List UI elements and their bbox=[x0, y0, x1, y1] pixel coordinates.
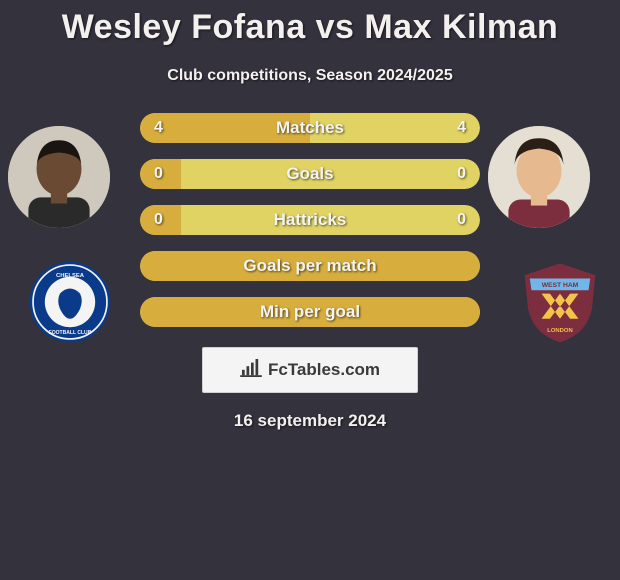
stat-value-right: 4 bbox=[457, 119, 466, 137]
club-crest-left: CHELSEA FOOTBALL CLUB bbox=[28, 260, 112, 344]
stat-row-goals: 0 Goals 0 bbox=[140, 159, 480, 189]
player-photo-right bbox=[488, 126, 590, 228]
stat-label: Matches bbox=[276, 118, 344, 138]
player-photo-left bbox=[8, 126, 110, 228]
stat-label: Goals per match bbox=[243, 256, 376, 276]
svg-text:CHELSEA: CHELSEA bbox=[56, 273, 85, 279]
svg-text:LONDON: LONDON bbox=[547, 328, 572, 334]
svg-text:FOOTBALL CLUB: FOOTBALL CLUB bbox=[49, 330, 92, 336]
stat-row-min-per-goal: Min per goal bbox=[140, 297, 480, 327]
stat-label: Min per goal bbox=[260, 302, 360, 322]
stat-value-right: 0 bbox=[457, 211, 466, 229]
stat-value-right: 0 bbox=[457, 165, 466, 183]
attribution-box: FcTables.com bbox=[202, 347, 418, 393]
stat-row-goals-per-match: Goals per match bbox=[140, 251, 480, 281]
svg-text:WEST HAM: WEST HAM bbox=[542, 282, 579, 289]
date-text: 16 september 2024 bbox=[0, 411, 620, 431]
stat-label: Goals bbox=[286, 164, 333, 184]
stat-row-hattricks: 0 Hattricks 0 bbox=[140, 205, 480, 235]
page-title: Wesley Fofana vs Max Kilman bbox=[0, 0, 620, 47]
stat-value-left: 0 bbox=[154, 165, 163, 183]
stat-value-left: 4 bbox=[154, 119, 163, 137]
stat-row-matches: 4 Matches 4 bbox=[140, 113, 480, 143]
stat-value-left: 0 bbox=[154, 211, 163, 229]
stats-container: 4 Matches 4 0 Goals 0 0 Hattricks 0 Goal… bbox=[140, 113, 480, 327]
chart-icon bbox=[240, 359, 262, 382]
club-crest-right: WEST HAM LONDON bbox=[518, 260, 602, 344]
attribution-text: FcTables.com bbox=[268, 360, 380, 380]
subtitle: Club competitions, Season 2024/2025 bbox=[0, 67, 620, 85]
stat-label: Hattricks bbox=[274, 210, 347, 230]
